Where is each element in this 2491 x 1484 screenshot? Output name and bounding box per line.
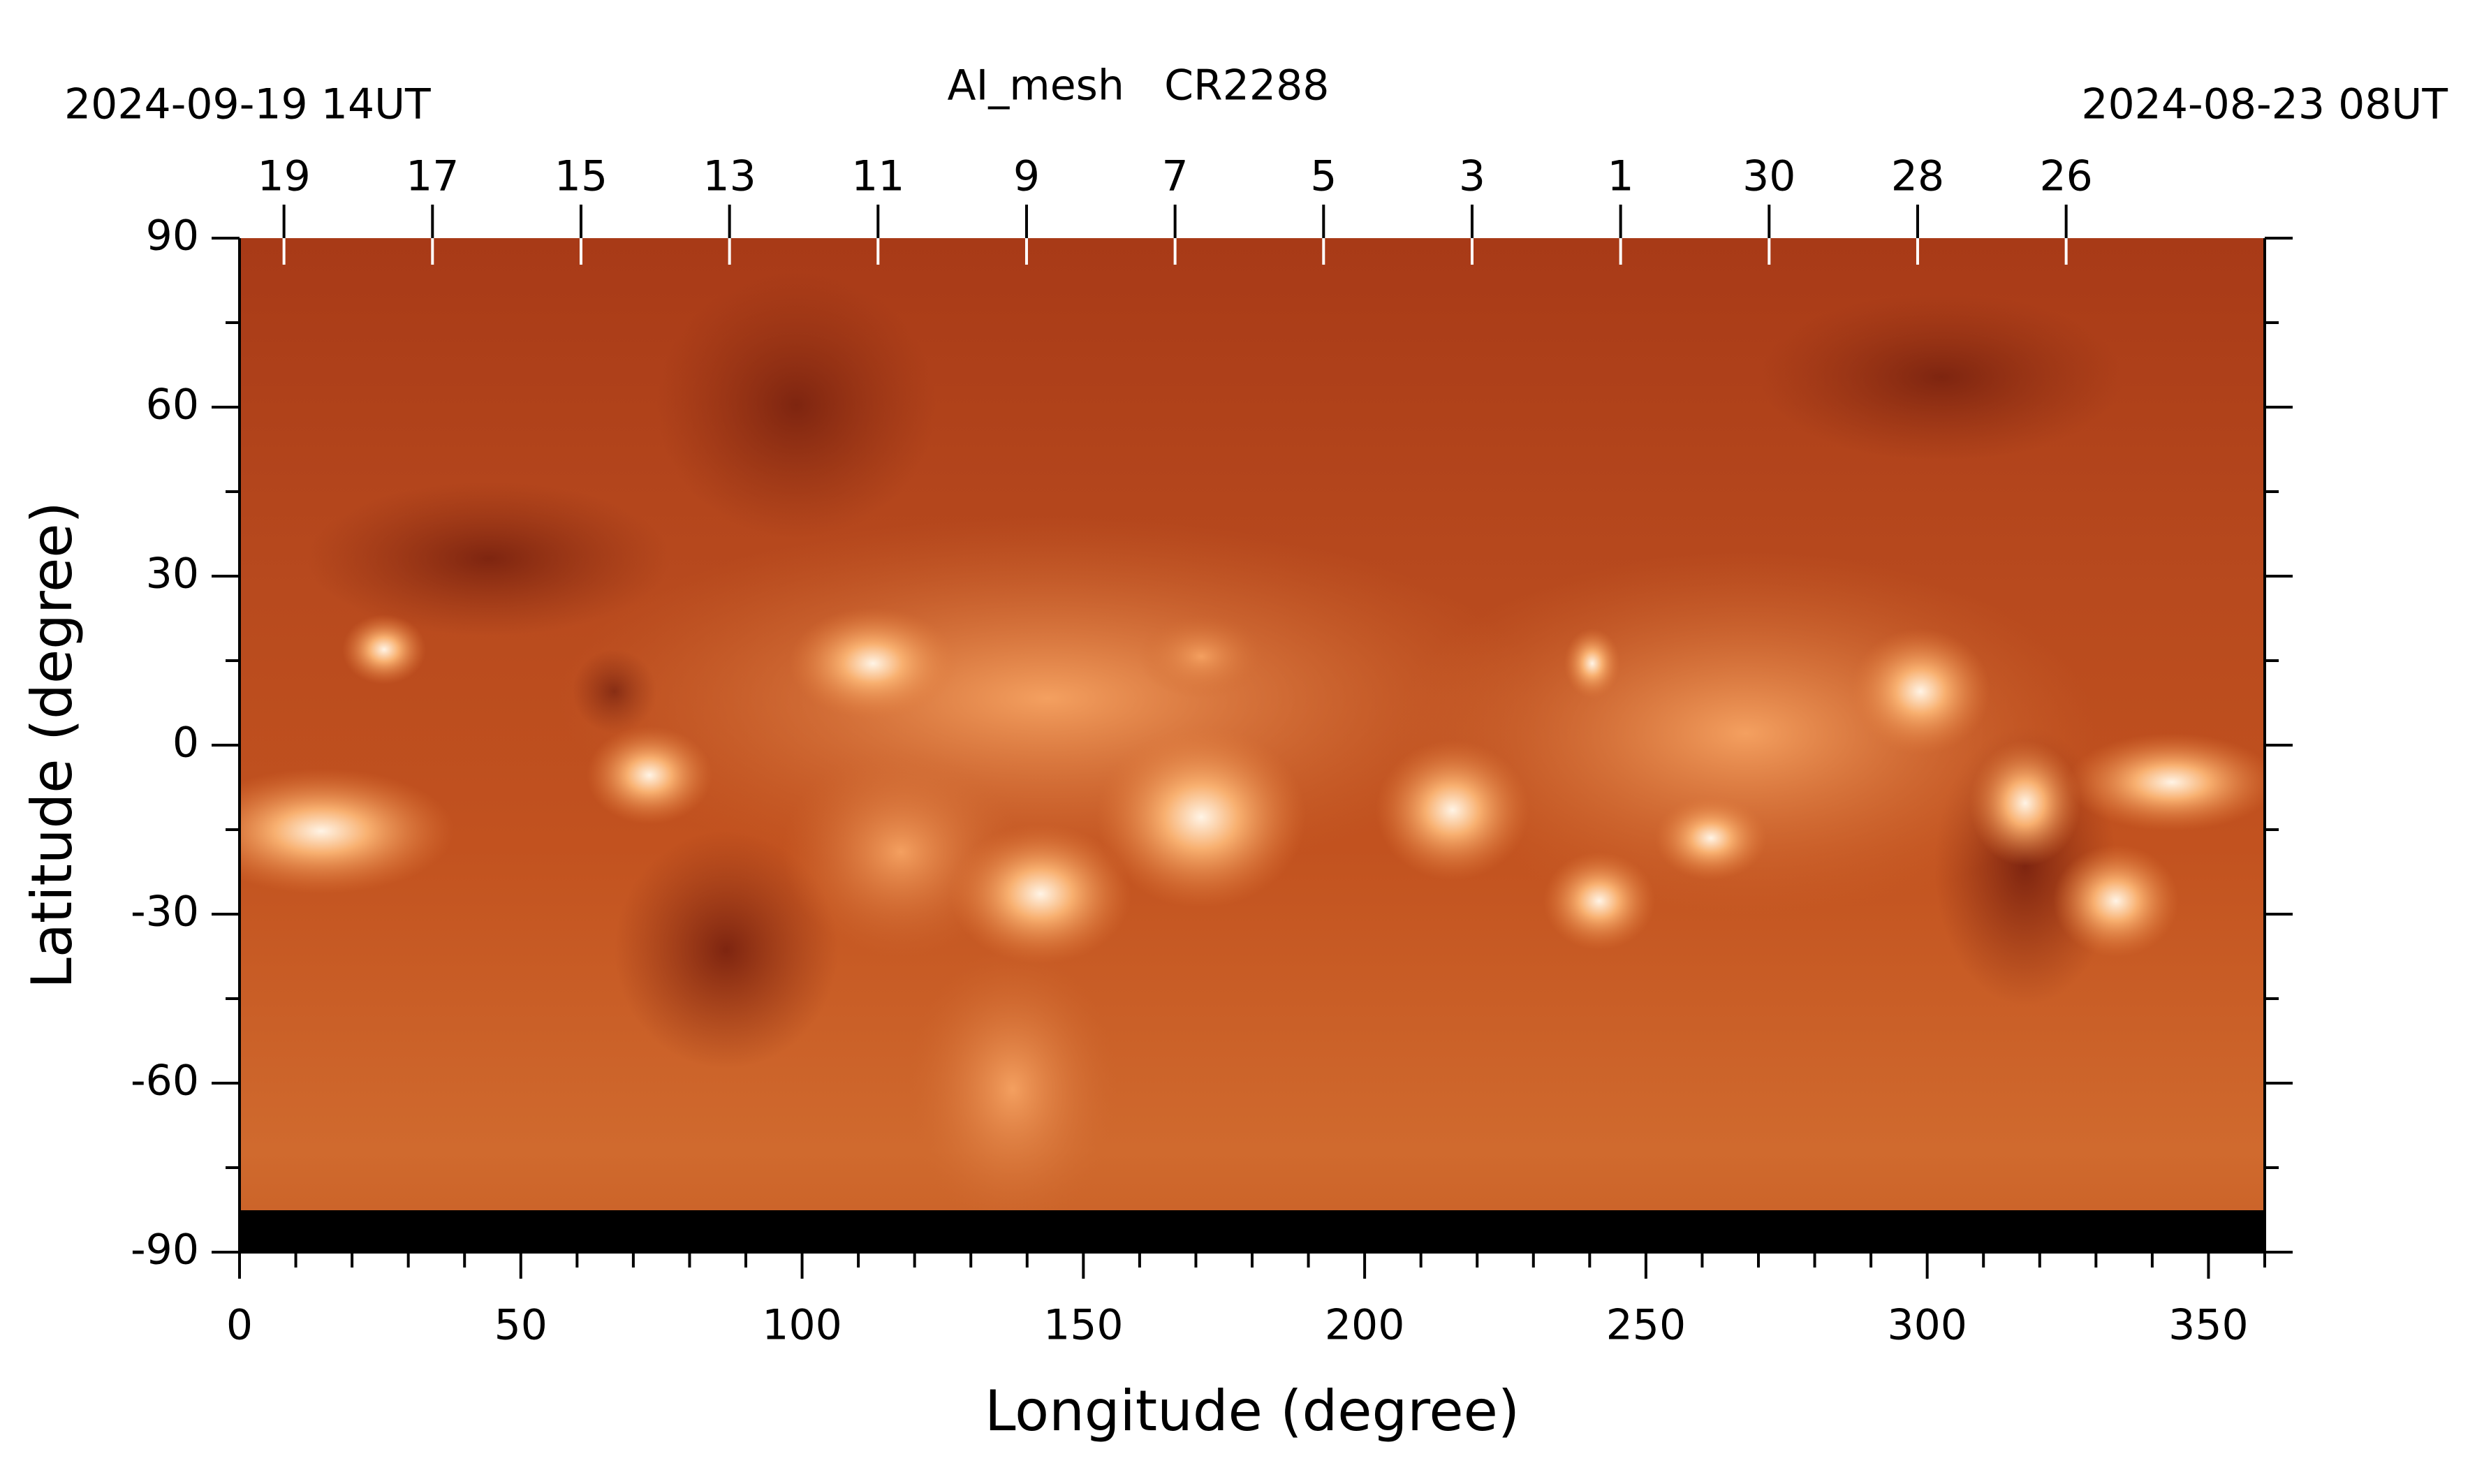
x-tick-label: 200 [1325, 1301, 1405, 1350]
top-tick-label: 30 [1742, 152, 1795, 201]
x-tick-label: 350 [2168, 1301, 2249, 1350]
top-tick-label: 26 [2039, 152, 2092, 201]
top-tick-label: 17 [406, 152, 459, 201]
x-tick-label: 50 [494, 1301, 548, 1350]
synoptic-map [240, 238, 2265, 1252]
top-tick-label: 5 [1310, 152, 1337, 201]
x-axis-label: Longitude (degree) [985, 1379, 1520, 1443]
top-tick-label: 1 [1608, 152, 1634, 201]
start-date: 2024-09-19 14UT [64, 80, 431, 129]
y-tick-label: 90 [146, 212, 199, 260]
y-tick-label: -60 [131, 1057, 199, 1105]
x-tick-label: 300 [1887, 1301, 1967, 1350]
top-tick-label: 9 [1013, 152, 1040, 201]
x-tick-label: 0 [226, 1301, 253, 1350]
y-tick-label: -30 [131, 888, 199, 936]
y-tick-label: -90 [131, 1226, 199, 1274]
end-date: 2024-08-23 08UT [2081, 80, 2448, 129]
top-tick-label: 28 [1891, 152, 1944, 201]
x-tick-label: 100 [762, 1301, 842, 1350]
y-tick-label: 0 [172, 719, 199, 767]
top-tick-label: 3 [1459, 152, 1485, 201]
x-tick-label: 250 [1606, 1301, 1687, 1350]
top-tick-label: 11 [851, 152, 904, 201]
x-tick-label: 150 [1043, 1301, 1124, 1350]
y-tick-label: 60 [146, 381, 199, 429]
top-tick-label: 7 [1162, 152, 1189, 201]
y-axis-label: Latitude (degree) [20, 501, 84, 988]
top-tick-label: 19 [257, 152, 310, 201]
chart-title: AI_mesh CR2288 [948, 61, 1330, 110]
y-tick-label: 30 [146, 550, 199, 598]
top-tick-label: 13 [703, 152, 756, 201]
top-tick-label: 15 [554, 152, 608, 201]
